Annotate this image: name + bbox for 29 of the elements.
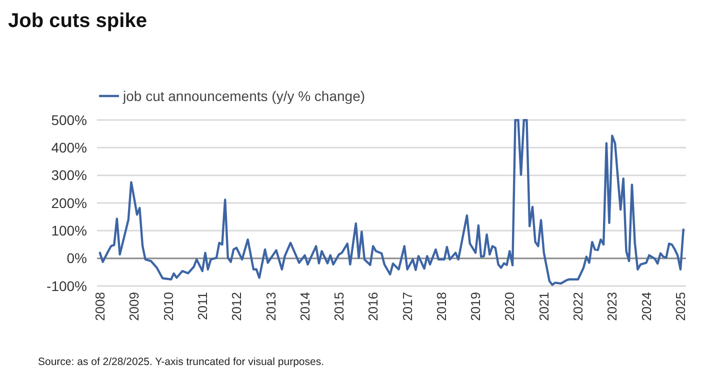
x-tick-label: 2023 [604,292,620,321]
x-tick-label: 2021 [536,292,552,321]
x-tick-label: 2019 [468,292,484,321]
x-tick-label: 2011 [194,292,210,320]
x-tick-label: 2008 [92,292,108,321]
x-tick-label: 2009 [126,292,142,321]
line-series [98,119,684,286]
x-tick-label: 2013 [263,292,278,321]
x-tick-label: 2022 [570,292,586,321]
y-tick-label: 0% [66,250,87,266]
x-tick-label: 2014 [297,292,312,321]
x-tick-label: 2025 [673,292,688,321]
x-tick-label: 2010 [160,292,176,321]
legend-label: job cut announcements (y/y % change) [122,88,366,104]
y-tick-label: 300% [51,167,87,184]
x-tick-label: 2016 [366,292,381,321]
x-tick-label: 2015 [332,292,347,321]
y-tick-label: 500% [51,112,87,128]
y-tick-label: 200% [51,194,87,211]
y-tick-label: 400% [51,140,87,156]
x-tick-label: 2020 [502,292,518,321]
y-tick-label: -100% [46,278,87,294]
y-tick-label: 100% [51,222,87,239]
x-tick-label: 2017 [400,292,415,321]
source-note: Source: as of 2/28/2025. Y-axis truncated for visual purposes. [38,356,324,368]
x-tick-label: 2024 [638,292,654,321]
x-tick-label: 2018 [434,292,449,321]
chart-title: Job cuts spike [8,10,147,32]
x-tick-label: 2012 [229,292,244,321]
